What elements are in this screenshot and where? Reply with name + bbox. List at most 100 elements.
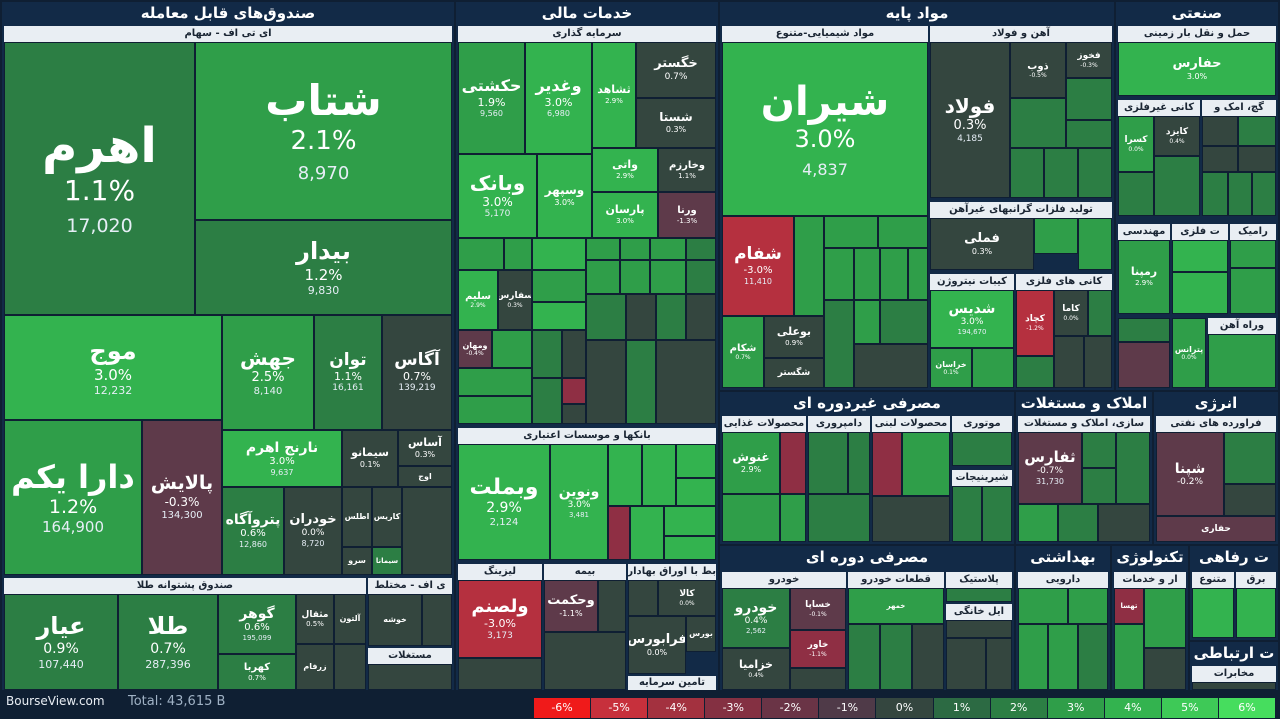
tile-khomehr[interactable]: خمهر: [848, 588, 944, 624]
tile-ayar[interactable]: عیار 0.9% 107,440: [4, 594, 118, 690]
brand-label[interactable]: BourseView.com: [6, 694, 105, 708]
tile-tehsa[interactable]: تهسا: [1114, 588, 1144, 624]
tile-shahed[interactable]: ثشاهد 2.9%: [592, 42, 636, 148]
tile-inv-t[interactable]: [686, 294, 716, 340]
tile-ref-a[interactable]: [1224, 432, 1276, 484]
tile-cement-a[interactable]: [1202, 116, 1238, 146]
tile-inv-u[interactable]: [458, 368, 532, 396]
tile-simana[interactable]: سیمانا: [372, 547, 402, 575]
tile-rs-b[interactable]: [1082, 468, 1116, 504]
tile-mnm-b[interactable]: [1118, 172, 1154, 216]
tile-food-c[interactable]: [780, 494, 806, 542]
tile-bourse[interactable]: بورس: [686, 616, 716, 652]
tile-metals-a[interactable]: [1088, 290, 1112, 336]
tile-alton[interactable]: آلتون: [334, 594, 366, 644]
tile-simano[interactable]: سیمانو 0.1%: [342, 430, 398, 487]
tile-dairy2-b[interactable]: [902, 432, 950, 496]
tile-cement-b[interactable]: [1238, 116, 1276, 146]
tile-dairy2-a[interactable]: [872, 432, 902, 496]
tile-hafares[interactable]: حفارس 3.0%: [1118, 42, 1276, 96]
tile-dairy-c[interactable]: [808, 494, 870, 542]
tile-tg-a[interactable]: [1192, 588, 1234, 638]
tile-ts-b[interactable]: [1114, 624, 1144, 690]
tile-ts-a[interactable]: [1144, 588, 1186, 648]
tile-home-a[interactable]: [946, 620, 1012, 638]
tile-palayesh[interactable]: پالایش -0.3% 134,300: [142, 420, 222, 575]
tile-chem-i[interactable]: [854, 300, 880, 344]
tile-cement-d[interactable]: [1238, 146, 1276, 172]
tile-inv-aa[interactable]: [656, 340, 716, 424]
tile-khesapa[interactable]: خساپا -0.1%: [790, 588, 846, 630]
tile-inv-z[interactable]: [626, 340, 656, 424]
tile-asas[interactable]: آساس 0.3%: [398, 430, 452, 466]
tile-cer-a[interactable]: [1230, 240, 1276, 268]
tile-chem-g[interactable]: [908, 248, 928, 300]
tile-khoshe[interactable]: خوشه: [368, 594, 422, 646]
tile-parts-a[interactable]: [1172, 240, 1228, 272]
tile-fameli[interactable]: فملی 0.3%: [930, 218, 1034, 270]
tile-inv-x[interactable]: [532, 378, 562, 424]
tile-zob[interactable]: ذوب -0.5%: [1010, 42, 1066, 98]
tile-khodran[interactable]: خودران 0.0% 8,720: [284, 487, 342, 575]
tile-inv-v[interactable]: [458, 396, 532, 424]
tile-tavan[interactable]: توان 1.1% 16,161: [314, 315, 382, 430]
tile-chem-d[interactable]: [824, 248, 854, 300]
tile-inv-p[interactable]: [562, 330, 586, 378]
tile-hefari[interactable]: حفاری: [1156, 516, 1276, 542]
tile-kesra[interactable]: کسرا 0.0%: [1118, 116, 1154, 172]
tile-inv-n[interactable]: [492, 330, 532, 368]
tile-metals-d[interactable]: [1016, 356, 1054, 388]
tile-inv-o[interactable]: [532, 330, 562, 378]
tile-ins-a[interactable]: [598, 580, 626, 632]
tile-steel-a[interactable]: [1066, 78, 1112, 120]
tile-hakeshti[interactable]: حکشتی 1.9% 9,560: [458, 42, 525, 154]
tile-bank-g[interactable]: [664, 506, 716, 536]
tile-rs-e[interactable]: [1058, 504, 1098, 542]
tile-inv-h[interactable]: [532, 270, 586, 302]
tile-ts-c[interactable]: [1144, 648, 1186, 690]
tile-karis[interactable]: کاریس: [372, 487, 402, 547]
tile-inv-s[interactable]: [656, 294, 686, 340]
tile-khorasan[interactable]: خراسان 0.1%: [930, 348, 972, 388]
tile-plastic-a[interactable]: [946, 588, 1012, 602]
tile-road-a[interactable]: [1208, 334, 1276, 388]
tile-daraykom[interactable]: دارا یکم 1.2% 164,900: [4, 420, 142, 575]
tile-shedis[interactable]: شدیس 3.0% 194,670: [930, 290, 1014, 348]
tile-salim[interactable]: سلیم 2.9%: [458, 270, 498, 330]
tile-mnm-a[interactable]: [1154, 156, 1200, 216]
tile-inv-f[interactable]: [650, 238, 686, 260]
tile-nf-a[interactable]: [1034, 218, 1078, 254]
tile-kama[interactable]: کاما 0.0%: [1054, 290, 1088, 336]
tile-vamehan[interactable]: ومهان -0.4%: [458, 330, 492, 368]
tile-steel-b[interactable]: [1010, 98, 1066, 148]
tile-shiran[interactable]: شیران 3.0% 4,837: [722, 42, 928, 216]
tile-steel-e[interactable]: [1044, 148, 1078, 198]
tile-vabemellat[interactable]: وبملت 2.9% 2,124: [458, 444, 550, 560]
tile-property[interactable]: [368, 664, 452, 690]
tile-inv-m[interactable]: [686, 260, 716, 294]
tile-inv-d[interactable]: [586, 238, 620, 260]
tile-ap-a[interactable]: [952, 432, 1012, 466]
tile-nitro-a[interactable]: [972, 348, 1014, 388]
tile-bidar[interactable]: بیدار 1.2% 9,830: [195, 220, 452, 315]
tile-valsanam[interactable]: ولصنم -3.0% 3,173: [458, 580, 542, 658]
tile-dairy-b[interactable]: [848, 432, 870, 494]
tile-bank-f[interactable]: [630, 506, 664, 560]
tile-khegostar[interactable]: خگستر 0.7%: [636, 42, 716, 98]
tile-inv-c[interactable]: [532, 238, 586, 270]
tile-cement-e[interactable]: [1202, 172, 1228, 216]
tile-kechad[interactable]: کچاد -1.2%: [1016, 290, 1054, 356]
tile-mixed-small[interactable]: [422, 594, 452, 646]
tile-inv-q[interactable]: [586, 294, 626, 340]
tile-shegostar[interactable]: شگستر: [764, 358, 824, 388]
tile-tala[interactable]: طلا 0.7% 287,396: [118, 594, 218, 690]
tile-kayzad[interactable]: کایزد 0.4%: [1154, 116, 1200, 156]
tile-bonds-small[interactable]: [628, 580, 658, 616]
tile-home-b[interactable]: [946, 638, 986, 690]
tile-safars[interactable]: سفارس 0.3%: [498, 270, 532, 330]
tile-chem-h[interactable]: [824, 300, 854, 388]
tile-cement-f[interactable]: [1228, 172, 1252, 216]
tile-ap2-a[interactable]: [848, 624, 880, 690]
tile-rs-c[interactable]: [1116, 432, 1150, 504]
tile-ph-d[interactable]: [1048, 624, 1078, 690]
